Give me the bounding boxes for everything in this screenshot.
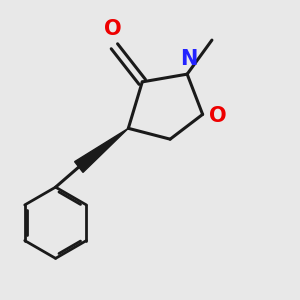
Text: O: O xyxy=(104,19,122,38)
Text: O: O xyxy=(209,106,226,126)
Text: N: N xyxy=(180,49,197,69)
Polygon shape xyxy=(75,128,128,172)
